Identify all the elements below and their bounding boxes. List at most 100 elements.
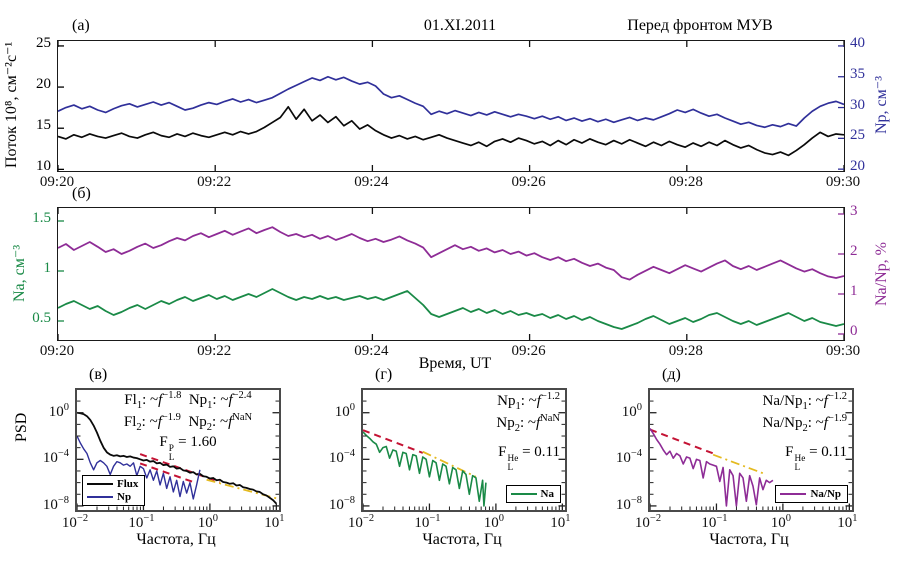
- legend-line-sample: [87, 496, 113, 498]
- panel-d-plot: [363, 400, 565, 510]
- fit-annotations: Fl1: ~f−1.8 Np1: ~f−2.4 Fl2: ~f−1.9 Np2: …: [99, 390, 277, 464]
- legend: Na/Np: [775, 485, 848, 503]
- tick-label: 1: [43, 260, 52, 276]
- fit-annotations: Np1: ~f−1.2 Np2: ~fNaN F He L = 0.11: [496, 391, 560, 474]
- annotation-line: Fl2: ~f−1.9 Np2: ~fNaN: [123, 411, 253, 433]
- legend-label: Flux: [117, 478, 139, 490]
- tick-label: 25: [850, 127, 865, 144]
- panel-c-label: (в): [89, 366, 108, 383]
- tick-label: 3: [850, 203, 858, 219]
- tick-label: 0: [850, 323, 858, 339]
- panel-c-plot: [77, 400, 279, 510]
- series-np: [77, 435, 201, 500]
- tick-label: 10: [36, 158, 51, 175]
- panel-a-plot: [58, 41, 844, 171]
- annotation-line: F He L = 0.11: [498, 443, 560, 474]
- tick-label: 10−8: [615, 494, 642, 513]
- tick-label: 10−1: [414, 513, 441, 531]
- fit-annotations: Na/Np1: ~f−1.2 Na/Np2: ~f−1.9 F He L = 0.11: [762, 391, 847, 474]
- panel-d-psd-na: Np1: ~f−1.2 Np2: ~fNaN F He L = 0.11 Na: [361, 388, 567, 512]
- tick-label: 10−4: [615, 448, 642, 467]
- tick-label: 10−4: [328, 448, 355, 467]
- fit-red-lower: [139, 462, 197, 485]
- time-axis-label: Время, UT: [418, 355, 492, 372]
- panel-e-plot: [650, 400, 852, 510]
- tick-label: 10−2: [61, 513, 89, 531]
- frequency-axis-label: Частота, Гц: [136, 531, 216, 548]
- tick-label: 10−2: [347, 513, 375, 531]
- annotation-line: Np2: ~fNaN: [496, 412, 560, 434]
- series-nanp: [58, 226, 844, 281]
- tick-label: 09:24: [354, 343, 389, 359]
- tick-label: 20: [36, 76, 51, 93]
- tick-label: 100: [483, 513, 505, 531]
- frequency-axis-label: Частота, Гц: [709, 531, 789, 548]
- panel-b-label: (б): [72, 185, 91, 202]
- panel-a-left-axis-label: Поток 10⁸, см⁻²с⁻¹: [3, 41, 20, 169]
- tick-label: 09:22: [197, 343, 232, 359]
- tick-label: 10−8: [42, 494, 69, 513]
- legend-label: Np: [117, 491, 132, 503]
- series-na: [363, 431, 487, 507]
- formula-subsup: He L: [507, 453, 519, 474]
- fit-red: [650, 428, 717, 456]
- panel-c-psd-flux-np: Fl1: ~f−1.8 Np1: ~f−2.4 Fl2: ~f−1.9 Np2: …: [75, 388, 281, 512]
- panel-b-plot: [58, 208, 844, 340]
- annotation-line: Na/Np2: ~f−1.9: [762, 412, 847, 434]
- annotation-line: Na/Np1: ~f−1.2: [762, 391, 847, 412]
- legend-label: Na/Np: [810, 488, 841, 500]
- legend-entry: Na: [510, 488, 554, 500]
- tick-label: 100: [197, 513, 219, 531]
- tick-label: 09:24: [354, 174, 389, 190]
- tick-label: 10−8: [328, 494, 355, 513]
- legend-label: Na: [540, 488, 554, 500]
- legend-entry: Flux: [87, 478, 138, 490]
- series-na: [58, 288, 844, 330]
- tick-label: 09:30: [825, 343, 861, 359]
- tick-label: 10−4: [42, 448, 69, 467]
- panel-e-psd-nanp: Na/Np1: ~f−1.2 Na/Np2: ~f−1.9 F He L = 0.11 N…: [648, 388, 854, 512]
- fit-yellow: [712, 453, 767, 476]
- tick-label: 100: [770, 513, 792, 531]
- fit-red: [363, 429, 424, 454]
- legend: Flux Np: [82, 475, 146, 506]
- tick-label: 09:28: [668, 343, 703, 359]
- tick-label: 100: [48, 401, 69, 420]
- panel-a-label: (a): [72, 17, 90, 34]
- panel-b-right-axis-label: Na/Np, %: [873, 242, 890, 306]
- tick-label: 40: [850, 34, 865, 51]
- annotation-line: F He L = 0.11: [785, 443, 847, 474]
- tick-label: 101: [264, 513, 285, 531]
- tick-label: 100: [334, 401, 355, 420]
- panel-d-label: (г): [375, 366, 393, 383]
- legend-line-sample: [87, 483, 113, 485]
- tick-label: 101: [550, 513, 571, 531]
- series-nanp: [650, 428, 774, 507]
- frequency-axis-label: Частота, Гц: [422, 531, 502, 548]
- tick-label: 09:20: [39, 343, 75, 359]
- panel-e-label: (д): [662, 366, 681, 383]
- tick-label: 20: [850, 158, 865, 175]
- tick-label: 10−2: [634, 513, 662, 531]
- formula-subsup: He L: [794, 453, 806, 474]
- panel-a-flux-np-timeseries: [57, 40, 845, 172]
- annotation-line: Fl1: ~f−1.8 Np1: ~f−2.4: [124, 390, 252, 411]
- series-поток: [58, 105, 844, 157]
- tick-label: 0.5: [32, 310, 51, 326]
- tick-label: 30: [850, 96, 865, 113]
- tick-label: 15: [36, 117, 51, 134]
- legend-entry: Np: [87, 491, 138, 503]
- tick-label: 09:26: [511, 174, 546, 190]
- tick-label: 10−1: [128, 513, 155, 531]
- legend-line-sample: [780, 493, 807, 495]
- series-np: [58, 75, 844, 129]
- tick-label: 09:20: [39, 174, 75, 190]
- tick-label: 09:22: [197, 174, 232, 190]
- tick-label: 2: [850, 243, 858, 259]
- legend-line-sample: [510, 493, 537, 495]
- legend: Na: [505, 485, 561, 503]
- tick-label: 09:26: [511, 343, 546, 359]
